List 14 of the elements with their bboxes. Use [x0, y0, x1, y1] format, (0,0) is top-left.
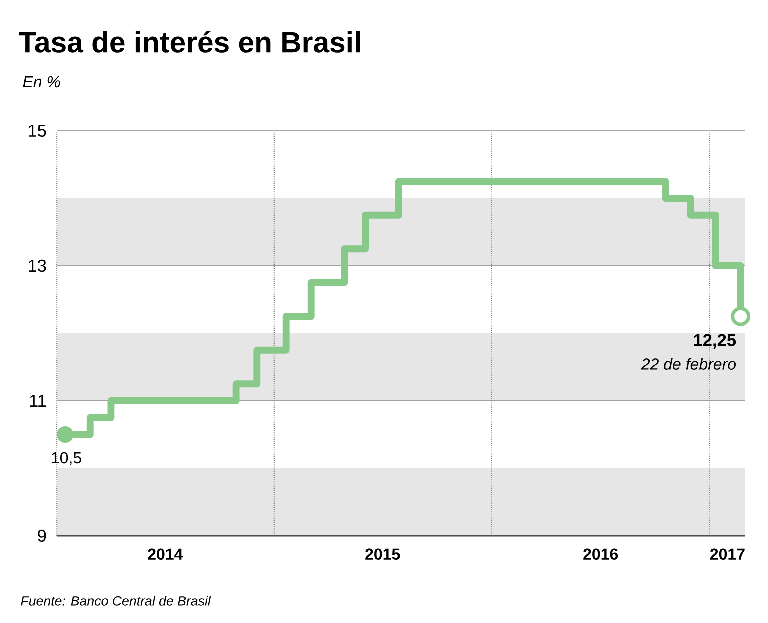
chart-title: Tasa de interés en Brasil	[19, 31, 360, 53]
annotation: 22 de febrero	[641, 358, 736, 370]
y-axis-title: En %	[23, 76, 60, 88]
y-tick-label: 15	[29, 124, 46, 138]
y-tick-label: 11	[30, 395, 46, 407]
x-tick-label: 2014	[148, 548, 184, 560]
annotation: 12,25	[694, 334, 736, 349]
x-tick-label: 2015	[366, 548, 400, 560]
y-tick-label: 13	[29, 260, 46, 272]
y-tick-label: 9	[38, 530, 46, 542]
x-tick-label: 2016	[584, 548, 618, 560]
source-note: Fuente: Banco Central de Brasil	[21, 596, 212, 606]
x-tick-label: 2017	[710, 548, 745, 560]
annotation: 10,5	[52, 452, 82, 466]
